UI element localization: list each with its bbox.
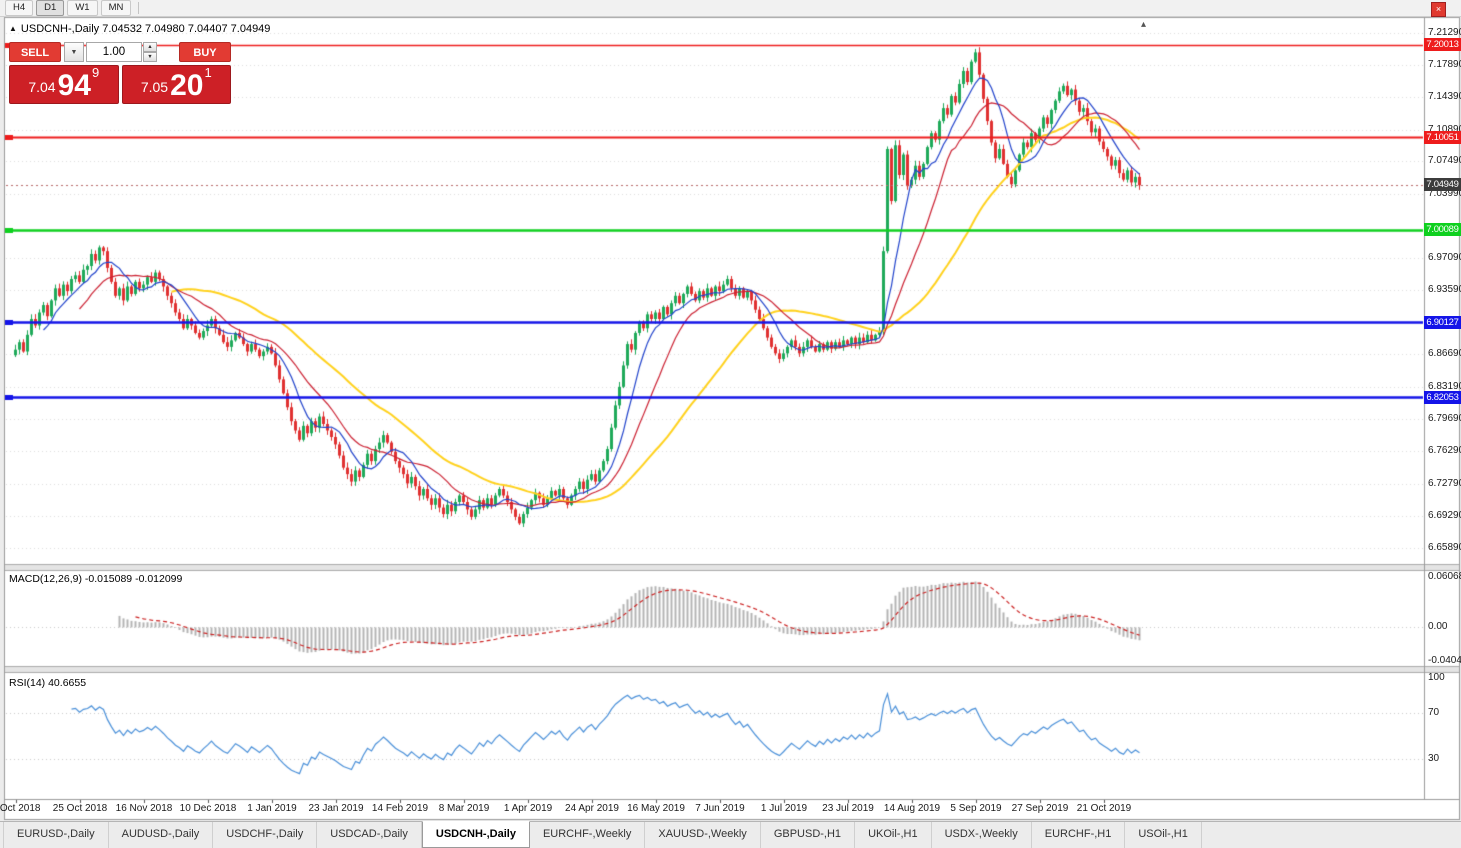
- date-axis-label: 21 Oct 2019: [1076, 803, 1132, 814]
- price-level-badge: 7.20013: [1424, 38, 1461, 52]
- chart-tab-usoil-h1[interactable]: USOil-,H1: [1125, 822, 1202, 848]
- ask-main: 7.05: [140, 79, 169, 95]
- chart-tab-usdcad-daily[interactable]: USDCAD-,Daily: [317, 822, 422, 848]
- one-click-trade-panel: SELL ▼ ▲ ▼ BUY 7.04 94 9 7.05 20 1: [9, 42, 231, 104]
- date-axis-label: 23 Jul 2019: [822, 803, 874, 814]
- date-axis-label: 1 Apr 2019: [503, 803, 553, 814]
- ask-pips: 20: [170, 69, 204, 102]
- date-axis-label: 24 Apr 2019: [565, 803, 619, 814]
- chart-tab-usdchf-daily[interactable]: USDCHF-,Daily: [213, 822, 318, 848]
- price-axis-label: 6.83190: [1428, 380, 1461, 392]
- timeframe-button-mn[interactable]: MN: [100, 0, 132, 16]
- date-axis-label: 1 Jan 2019: [247, 803, 297, 814]
- volume-up-icon[interactable]: ▲: [143, 42, 157, 52]
- price-axis-label: 7.21290: [1428, 26, 1461, 38]
- price-axis-label: 7.07490: [1428, 155, 1461, 167]
- date-axis-label: 8 Mar 2019: [438, 803, 490, 814]
- volume-stepper: ▲ ▼: [143, 42, 157, 62]
- date-axis-label: 16 May 2019: [627, 803, 685, 814]
- price-axis-label: 7.14390: [1428, 91, 1461, 103]
- price-axis-label: 7.10890: [1428, 123, 1461, 135]
- date-axis-label: 16 Nov 2018: [115, 803, 173, 814]
- rsi-label: RSI(14) 40.6655: [9, 677, 87, 689]
- timeframe-button-d1[interactable]: D1: [36, 0, 65, 16]
- chart-tab-eurchf-weekly[interactable]: EURCHF-,Weekly: [530, 822, 646, 848]
- date-axis-label: 25 Oct 2018: [52, 803, 108, 814]
- date-axis-label: 14 Feb 2019: [371, 803, 429, 814]
- volume-input[interactable]: [86, 42, 142, 62]
- chart-heading: ▲ USDCNH-,Daily 7.04532 7.04980 7.04407 7…: [9, 23, 270, 35]
- date-axis-label: 5 Sep 2019: [950, 803, 1002, 814]
- quote-panel-toggle-icon[interactable]: ▲: [9, 24, 17, 33]
- macd-axis-label: 0.00: [1428, 621, 1448, 633]
- panel-splitter-rsi[interactable]: [4, 666, 1460, 673]
- macd-axis-label: -0.04043: [1428, 655, 1461, 666]
- price-level-badge: 7.00089: [1424, 223, 1461, 237]
- bid-main: 7.04: [28, 79, 56, 95]
- buy-button[interactable]: BUY: [179, 42, 231, 62]
- rsi-axis-label: 100: [1428, 672, 1445, 683]
- price-axis-label: 7.03990: [1428, 187, 1461, 199]
- chart-tab-audusd-daily[interactable]: AUDUSD-,Daily: [109, 822, 214, 848]
- price-axis-label: 6.72790: [1428, 477, 1461, 489]
- timeframe-toolbar: H4 D1 W1 MN: [0, 0, 1461, 17]
- rsi-axis-label: 30: [1428, 753, 1440, 765]
- price-axis-label: 6.97090: [1428, 251, 1461, 263]
- macd-axis-label: 0.06068: [1428, 571, 1461, 582]
- price-level-badge: 6.82053: [1424, 390, 1461, 404]
- price-axis-label: 6.69290: [1428, 510, 1461, 522]
- toolbar-divider: [138, 2, 140, 14]
- date-axis-label: 14 Aug 2019: [883, 803, 941, 814]
- chart-shift-marker-icon[interactable]: ▴: [1141, 19, 1147, 30]
- chart-tab-bar: EURUSD-,Daily AUDUSD-,Daily USDCHF-,Daily U…: [0, 821, 1461, 848]
- volume-dropdown-icon[interactable]: ▼: [64, 42, 84, 62]
- timeframe-button-w1[interactable]: W1: [67, 0, 98, 16]
- chart-tab-ukoil-h1[interactable]: UKOil-,H1: [855, 822, 932, 848]
- panel-splitter-macd[interactable]: [4, 564, 1460, 571]
- timeframe-button-h4[interactable]: H4: [5, 0, 34, 16]
- macd-label: MACD(12,26,9) -0.015089 -0.012099: [9, 573, 183, 585]
- bid-price-box[interactable]: 7.04 94 9: [9, 65, 119, 104]
- date-axis-label: 23 Jan 2019: [308, 803, 364, 814]
- current-price-badge: 7.04949: [1424, 178, 1461, 192]
- bid-point: 9: [91, 65, 100, 80]
- close-icon[interactable]: ×: [1431, 2, 1446, 17]
- ask-point: 1: [204, 65, 212, 80]
- date-axis-label: 27 Sep 2019: [1011, 803, 1069, 814]
- price-axis-label: 6.93590: [1428, 284, 1461, 296]
- chart-tab-gbpusd-h1[interactable]: GBPUSD-,H1: [761, 822, 856, 848]
- price-axis-label: 6.65890: [1428, 541, 1461, 553]
- price-axis-label: 7.17890: [1428, 58, 1461, 70]
- bid-pips: 94: [57, 69, 91, 102]
- chart-tab-eurchf-h1[interactable]: EURCHF-,H1: [1032, 822, 1126, 848]
- sell-button[interactable]: SELL: [9, 42, 61, 62]
- date-axis-label: 3 Oct 2018: [0, 803, 41, 814]
- ask-price-box[interactable]: 7.05 20 1: [121, 65, 231, 104]
- rsi-axis-label: 70: [1428, 706, 1440, 718]
- date-axis-label: 1 Jul 2019: [760, 803, 808, 814]
- date-axis-label: 10 Dec 2018: [179, 803, 237, 814]
- price-axis-label: 6.86690: [1428, 348, 1461, 360]
- volume-down-icon[interactable]: ▼: [143, 52, 157, 62]
- date-axis-label: 7 Jun 2019: [695, 803, 745, 814]
- price-level-badge: 6.90127: [1424, 315, 1461, 329]
- chart-title-text: USDCNH-,Daily 7.04532 7.04980 7.04407 7.…: [20, 23, 271, 35]
- chart-tab-eurusd-daily[interactable]: EURUSD-,Daily: [3, 822, 109, 848]
- price-axis-label: 6.79690: [1428, 413, 1461, 425]
- chart-tab-xauusd-weekly[interactable]: XAUUSD-,Weekly: [645, 822, 761, 848]
- chart-tab-usdcnh-daily[interactable]: USDCNH-,Daily: [421, 821, 530, 848]
- price-axis-label: 6.76290: [1428, 445, 1461, 456]
- price-level-badge: 7.10051: [1424, 130, 1461, 144]
- chart-tab-usdx-weekly[interactable]: USDX-,Weekly: [932, 822, 1032, 848]
